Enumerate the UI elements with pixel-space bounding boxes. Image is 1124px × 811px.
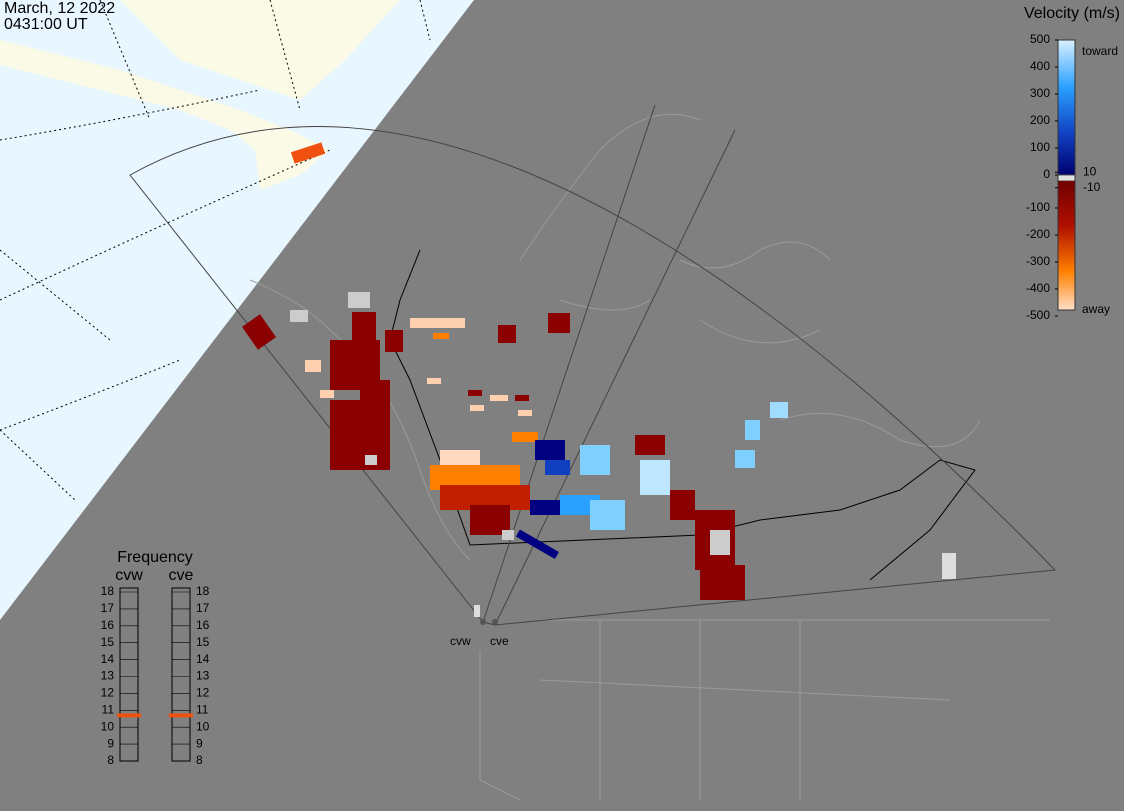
frequency-tick-label: 16: [101, 618, 115, 632]
radar-name: cve: [169, 567, 194, 584]
station-label: cve: [490, 634, 509, 648]
colorbar-tick-label: 500: [1030, 32, 1050, 46]
radar-name: cvw: [115, 567, 143, 584]
frequency-tick-label: 13: [196, 669, 210, 683]
date: March, 12 2022: [4, 0, 115, 17]
frequency-tick-label: 11: [196, 702, 209, 716]
frequency-tick-label: 8: [107, 753, 114, 767]
station-label: cvw: [450, 634, 471, 648]
colorbar-tick-label: 400: [1030, 59, 1050, 73]
colorbar-tick-label: -300: [1026, 254, 1050, 268]
colorbar-tick-label: -500: [1026, 308, 1050, 322]
coastlines: [249, 113, 1050, 801]
frequency-tick-label: 14: [196, 652, 210, 666]
colorbar-tick-label: -200: [1026, 227, 1050, 241]
frequency-tick-label: 17: [196, 601, 210, 615]
colorbar-end-label: away: [1082, 302, 1110, 316]
colorbar-negative: [1058, 181, 1075, 310]
colorbar-tick-label: 100: [1030, 140, 1050, 154]
frequency-tick-label: 15: [101, 635, 115, 649]
colorbar-tick-label: -400: [1026, 281, 1050, 295]
frequency-tick-label: 8: [196, 753, 203, 767]
velocity-cells: [241, 142, 956, 617]
frequency-title: Frequency: [117, 549, 193, 566]
radar-site: [492, 619, 498, 625]
colorbar-title: Velocity (m/s): [1024, 5, 1120, 22]
frequency-tick-label: 10: [101, 719, 115, 733]
frequency-tick-label: 11: [102, 702, 115, 716]
frequency-tick-label: 16: [196, 618, 210, 632]
colorbar-tick-label: -100: [1026, 200, 1050, 214]
frequency-tick-label: 17: [101, 601, 115, 615]
frequency-tick-label: 12: [196, 686, 210, 700]
radar-site: [480, 619, 486, 625]
colorbar-end-label: toward: [1082, 44, 1118, 58]
colorbar-tick-label: 10: [1083, 164, 1097, 178]
frequency-tick-label: 14: [101, 652, 115, 666]
frequency-tick-label: 9: [107, 736, 114, 750]
frequency-tick-label: 10: [196, 719, 210, 733]
colorbar-positive: [1058, 40, 1075, 175]
time: 0431:00 UT: [4, 16, 88, 33]
lat-lon-grid: [0, 0, 431, 501]
landmass: [0, 40, 330, 190]
colorbar-tick-label: 0: [1043, 167, 1050, 181]
frequency-tick-label: 18: [196, 584, 210, 598]
colorbar-tick-label: -10: [1083, 180, 1101, 194]
frequency-tick-label: 15: [196, 635, 210, 649]
frequency-tick-label: 18: [101, 584, 115, 598]
colorbar-tick-label: 200: [1030, 113, 1050, 127]
frequency-tick-label: 12: [101, 686, 115, 700]
colorbar-zero: [1057, 174, 1076, 182]
colorbar-tick-label: 300: [1030, 86, 1050, 100]
frequency-tick-label: 13: [101, 669, 115, 683]
frequency-tick-label: 9: [196, 736, 203, 750]
landmass: [120, 0, 400, 100]
